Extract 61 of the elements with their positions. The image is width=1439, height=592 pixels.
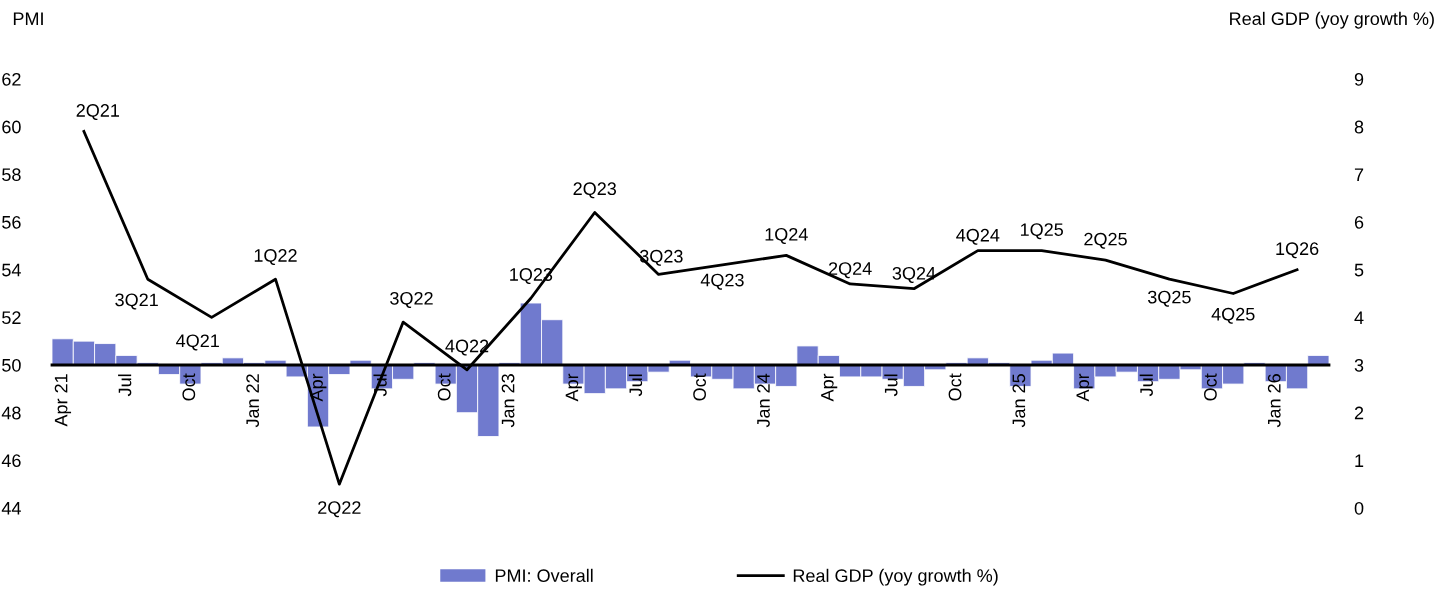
y-tick-label: 58 — [2, 168, 21, 182]
x-tick-label: Oct — [693, 373, 706, 401]
annotation: 2Q25 — [1084, 232, 1127, 249]
x-tick-label: Apr — [565, 373, 582, 402]
legend-label: PMI: Overall — [495, 568, 593, 583]
x-tick-label: Oct — [437, 373, 451, 401]
x-tick-label: Apr 21 — [54, 374, 72, 427]
x-tick-label: Apr — [310, 373, 327, 402]
annotation: 4Q21 — [176, 334, 219, 351]
y-tick-label: 62 — [2, 72, 21, 86]
y-tick-label: 54 — [2, 263, 21, 277]
y2-tick-label: 9 — [1354, 72, 1364, 86]
y2-tick-label: 4 — [1354, 311, 1364, 324]
annotation: 2Q24 — [828, 262, 872, 279]
y-tick-label: 52 — [2, 311, 21, 325]
annotation: 1Q22 — [254, 249, 297, 266]
x-tick-label: Apr — [821, 373, 838, 402]
x-tick-label: Oct — [182, 373, 196, 401]
y2-tick-label: 7 — [1354, 168, 1364, 181]
x-tick-label: Jul — [1139, 374, 1153, 397]
y-tick-label: 44 — [1, 502, 21, 515]
y-axis-title: PMI — [13, 12, 43, 25]
y-tick-label: 56 — [2, 215, 21, 229]
x-tick-label: Jul — [884, 374, 898, 397]
y2-tick-label: 8 — [1354, 120, 1364, 134]
y2-tick-label: 5 — [1354, 263, 1364, 277]
annotation: 1Q26 — [1276, 242, 1319, 259]
annotation: 4Q24 — [956, 228, 1000, 245]
y-tick-label: 46 — [1, 454, 21, 468]
legend-label: Real GDP (yoy growth %) — [793, 568, 998, 586]
annotation: 2Q23 — [573, 182, 617, 199]
x-tick-label: Jul — [628, 374, 643, 397]
annotation: 3Q21 — [115, 293, 158, 310]
y2-tick-label: 6 — [1354, 215, 1364, 229]
y-tick-label: 50 — [2, 358, 21, 372]
annotation: 4Q25 — [1211, 307, 1255, 324]
y2-tick-label: 3 — [1354, 358, 1364, 372]
y2-axis-title: Real GDP (yoy growth %) — [1230, 11, 1434, 29]
x-tick-label: Apr — [1076, 373, 1093, 402]
x-tick-label: Oct — [1204, 373, 1217, 401]
x-tick-label: Jan 23 — [501, 374, 515, 428]
x-tick-label: Jan 26 — [1267, 374, 1281, 428]
y2-tick-label: 0 — [1354, 501, 1364, 515]
y2-tick-label: 1 — [1355, 454, 1364, 467]
x-tick-label: Oct — [948, 373, 962, 401]
y2-tick-label: 2 — [1354, 406, 1364, 420]
x-tick-label: Jan 22 — [246, 374, 260, 428]
annotation: 2Q21 — [76, 104, 120, 121]
annotation: 3Q25 — [1147, 290, 1191, 307]
y-tick-label: 48 — [1, 406, 21, 420]
annotation: 3Q23 — [639, 249, 683, 266]
x-tick-label: Jan 24 — [757, 373, 770, 428]
annotation: 3Q22 — [390, 291, 433, 308]
annotation: 3Q24 — [892, 266, 936, 283]
annotation: 1Q24 — [765, 227, 808, 244]
y-tick-label: 60 — [2, 120, 21, 134]
annotation: 4Q23 — [700, 273, 744, 290]
annotation: 2Q22 — [318, 501, 361, 518]
annotation: 1Q25 — [1020, 223, 1063, 240]
x-tick-label: Jan 25 — [1012, 374, 1026, 428]
x-tick-label: Jul — [118, 374, 132, 397]
